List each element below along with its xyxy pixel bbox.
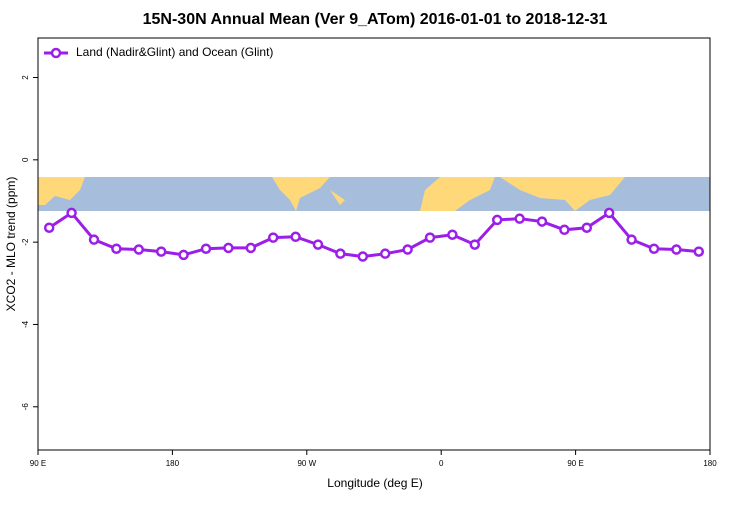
y-tick-label: -2 bbox=[21, 238, 30, 246]
data-point bbox=[626, 234, 637, 245]
data-point bbox=[43, 222, 55, 233]
data-point bbox=[290, 231, 301, 243]
x-tick-label: 180 bbox=[166, 459, 180, 468]
data-point bbox=[245, 242, 257, 254]
chart-title: 15N-30N Annual Mean (Ver 9_ATom) 2016-01… bbox=[143, 11, 608, 28]
data-point bbox=[267, 232, 279, 243]
data-point bbox=[648, 243, 660, 254]
legend-marker bbox=[50, 47, 62, 59]
data-point bbox=[133, 244, 145, 255]
data-point bbox=[514, 213, 525, 224]
x-tick-label: 180 bbox=[703, 459, 717, 468]
plot-frame bbox=[37, 37, 711, 451]
data-point bbox=[581, 222, 593, 233]
x-tick-label: 90 E bbox=[567, 459, 583, 468]
legend-label: Land (Nadir&Glint) and Ocean (Glint) bbox=[76, 45, 273, 59]
y-tick-label: -6 bbox=[21, 403, 30, 411]
data-point bbox=[155, 246, 167, 257]
y-tick-label: 0 bbox=[21, 157, 30, 162]
data-point bbox=[447, 229, 458, 240]
data-point bbox=[603, 207, 615, 219]
data-point bbox=[357, 251, 369, 262]
data-point bbox=[491, 214, 503, 226]
x-axis-label: Longitude (deg E) bbox=[327, 476, 422, 490]
data-point bbox=[223, 242, 234, 254]
map-band bbox=[38, 177, 710, 211]
data-point bbox=[559, 224, 570, 236]
data-point bbox=[379, 248, 391, 259]
data-point bbox=[536, 216, 548, 227]
x-tick-label: 0 bbox=[439, 459, 444, 468]
y-axis-label: XCO2 - MLO trend (ppm) bbox=[4, 177, 18, 312]
y-tick-label: -4 bbox=[21, 320, 30, 328]
data-point bbox=[671, 244, 682, 255]
data-point bbox=[335, 248, 346, 259]
data-point bbox=[88, 234, 100, 245]
data-point bbox=[178, 249, 189, 261]
data-point bbox=[66, 207, 77, 219]
x-tick-label: 90 W bbox=[297, 459, 316, 468]
data-point bbox=[693, 246, 705, 257]
data-point bbox=[200, 243, 212, 254]
x-tick-label: 90 E bbox=[30, 459, 46, 468]
data-point bbox=[312, 239, 324, 250]
data-point bbox=[424, 232, 436, 243]
data-point bbox=[111, 243, 122, 254]
data-point bbox=[469, 239, 481, 250]
y-tick-label: 2 bbox=[21, 75, 30, 80]
data-point bbox=[402, 244, 413, 255]
